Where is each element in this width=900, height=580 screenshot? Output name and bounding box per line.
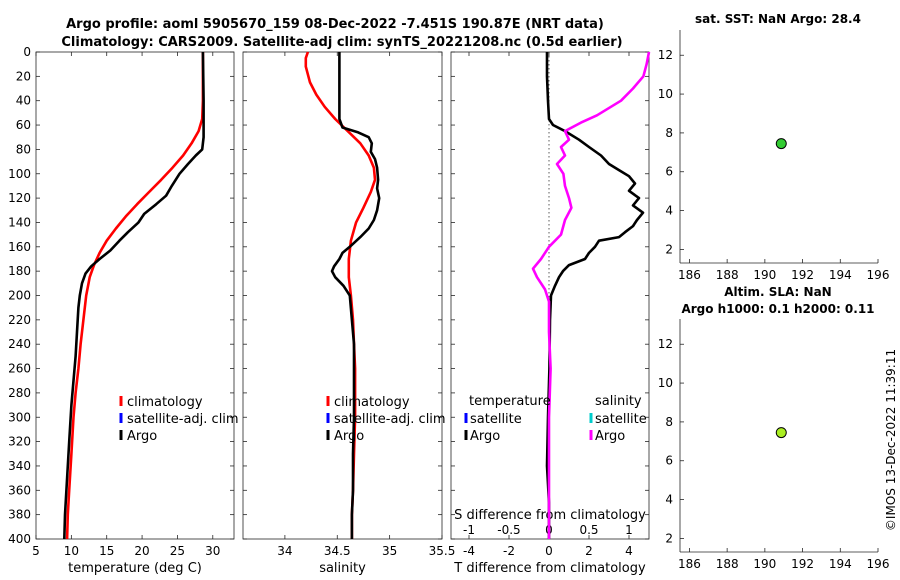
x-tick-label: -2	[503, 544, 515, 558]
x-tick-label: 10	[64, 544, 79, 558]
x-tick-label: 25	[170, 544, 185, 558]
x-tick-label: 34	[277, 544, 292, 558]
series-line-s-difference-argo-	[531, 51, 651, 539]
legend-salinity-header: salinity	[595, 394, 642, 409]
y-tick-label: 6	[665, 454, 673, 468]
x-tick-label: 194	[829, 268, 852, 282]
legend-label: Argo	[127, 429, 157, 444]
y-tick-label: 140	[8, 215, 31, 229]
y-tick-label: 60	[16, 118, 31, 132]
x-tick-label: 186	[678, 268, 701, 282]
x-tick-label: 186	[678, 557, 701, 571]
x-tick-label: 35.5	[429, 544, 456, 558]
y-tick-label: 340	[8, 459, 31, 473]
legend-label: climatology	[127, 395, 203, 410]
y-tick-label: 160	[8, 240, 31, 254]
legend-label: Argo	[470, 429, 500, 444]
y-tick-label: 20	[16, 69, 31, 83]
x-axis-label: T difference from climatology	[453, 561, 646, 576]
y-tick-label: 0	[23, 45, 31, 59]
legend-label: climatology	[334, 395, 410, 410]
y-tick-label: 100	[8, 167, 31, 181]
x-tick-label: 190	[753, 557, 776, 571]
x-axis-label: salinity	[319, 561, 366, 576]
x2-tick-label: 0.5	[579, 523, 598, 537]
series-line-argo	[330, 52, 381, 539]
y-tick-label: 240	[8, 337, 31, 351]
x-tick-label: 20	[134, 544, 149, 558]
y-tick-label: 4	[665, 493, 673, 507]
y-tick-label: 300	[8, 410, 31, 424]
y-tick-label: 400	[8, 532, 31, 546]
legend-temperature-header: temperature	[469, 394, 551, 409]
salinity-panel: 34 34.5 35 35.5 salinity climatology satellite…	[242, 51, 456, 576]
y-tick-label: 6	[665, 165, 673, 179]
x2-tick-label: 1	[625, 523, 633, 537]
title-line-1: Argo profile: aoml 5905670_159 08-Dec-20…	[66, 17, 604, 32]
x-tick-label: 15	[99, 544, 114, 558]
y-tick-label: 220	[8, 313, 31, 327]
y-tick-label: 40	[16, 94, 31, 108]
x-tick-label: 188	[716, 557, 739, 571]
y-tick-label: 8	[665, 415, 673, 429]
y-tick-label: 12	[658, 48, 673, 62]
legend-label: satellite	[470, 412, 522, 427]
y-tick-label: 260	[8, 362, 31, 376]
y-tick-label: 380	[8, 508, 31, 522]
x-tick-label: 0	[545, 544, 553, 558]
title-line-2: Climatology: CARS2009. Satellite-adj cli…	[61, 35, 622, 50]
x2-tick-label: -1	[463, 523, 475, 537]
y-tick-label: 10	[658, 87, 673, 101]
x-tick-label: 196	[867, 268, 890, 282]
timestamp: ©IMOS 13-Dec-2022 11:39:11	[884, 349, 898, 531]
y-tick-label: 8	[665, 126, 673, 140]
x-tick-label: 194	[829, 557, 852, 571]
sst-panel-title: sat. SST: NaN Argo: 28.4	[695, 12, 861, 26]
sla-panel: 2 4 6 8 10 12 186 188 190 192 194 196	[658, 319, 890, 571]
x-tick-label: 5	[32, 544, 40, 558]
x-tick-label: 2	[585, 544, 593, 558]
legend-label: satellite	[595, 412, 647, 427]
series-line-argo	[63, 51, 205, 540]
sla-panel-title-1: Altim. SLA: NaN	[724, 285, 831, 299]
data-point	[775, 427, 787, 439]
x-tick-label: 190	[753, 268, 776, 282]
legend-label: Argo	[595, 429, 625, 444]
x2-tick-label: -0.5	[497, 523, 520, 537]
y-tick-label: 320	[8, 435, 31, 449]
y-tick-label: 2	[665, 531, 673, 545]
x-tick-label: -4	[463, 544, 475, 558]
series-line-climatology	[65, 52, 205, 540]
legend-label: satellite-adj. clim	[127, 412, 239, 427]
x-tick-label: 196	[867, 557, 890, 571]
y-tick-label: 12	[658, 337, 673, 351]
x-tick-label: 35	[382, 544, 397, 558]
x-tick-label: 188	[716, 268, 739, 282]
x-tick-label: 192	[791, 268, 814, 282]
sst-panel: 2 4 6 8 10 12 186 188 190 192 194 196	[658, 30, 890, 282]
x-tick-label: 4	[625, 544, 633, 558]
legend-label: Argo	[334, 429, 364, 444]
y-tick-label: 4	[665, 204, 673, 218]
sla-panel-title-2: Argo h1000: 0.1 h2000: 0.11	[681, 302, 874, 316]
series-line-t-difference-argo-	[545, 52, 645, 539]
x-tick-label: 30	[205, 544, 220, 558]
x-axis-label: temperature (deg C)	[68, 561, 202, 576]
y-tick-label: 180	[8, 264, 31, 278]
y-tick-label: 10	[658, 376, 673, 390]
data-point	[775, 138, 787, 150]
y-tick-label: 80	[16, 142, 31, 156]
y-tick-label: 360	[8, 483, 31, 497]
y-tick-label: 200	[8, 289, 31, 303]
y-tick-label: 2	[665, 242, 673, 256]
y-tick-label: 280	[8, 386, 31, 400]
x-tick-label: 192	[791, 557, 814, 571]
x-tick-label: 34.5	[324, 544, 351, 558]
y-tick-label: 120	[8, 191, 31, 205]
legend-label: satellite-adj. clim	[334, 412, 446, 427]
temperature-panel: 0 20 40 60 80 100 120 140 160 180 200 220 240 260 280 3…	[8, 45, 239, 576]
